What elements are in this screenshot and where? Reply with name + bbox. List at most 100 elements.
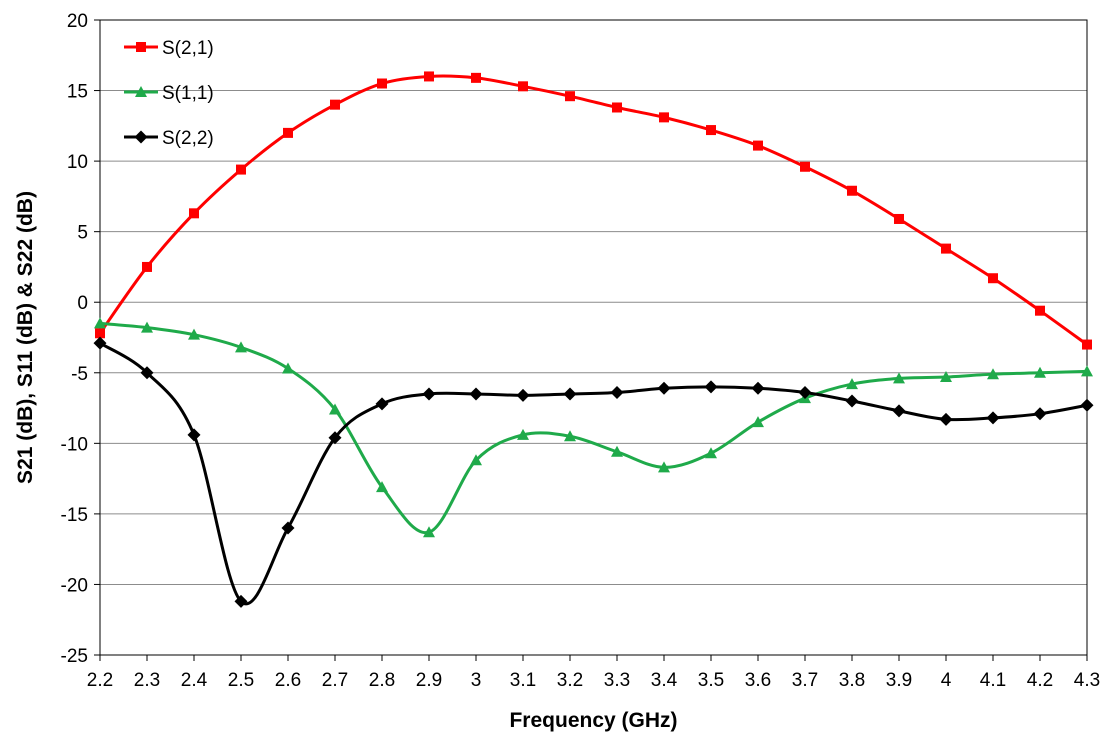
x-tick-label: 3.8 <box>839 670 865 691</box>
data-point-s-2-1 <box>800 161 810 172</box>
data-point-s-2-2 <box>798 386 812 400</box>
x-tick-label: 2.2 <box>87 670 113 691</box>
data-point-s-1-1 <box>517 428 529 440</box>
data-point-s-1-1 <box>1034 366 1046 378</box>
legend-label: S(2,2) <box>162 128 214 149</box>
data-point-s-2-2 <box>516 388 530 402</box>
y-tick-label: -20 <box>61 575 88 596</box>
data-point-s-2-1 <box>1082 339 1092 350</box>
data-point-s-2-2 <box>610 386 624 400</box>
data-point-s-2-1 <box>283 127 293 138</box>
x-tick-label: 2.3 <box>134 670 160 691</box>
data-point-s-1-1 <box>470 454 482 466</box>
data-point-s-1-1 <box>611 445 623 457</box>
data-point-s-2-2 <box>892 404 906 418</box>
data-point-s-1-1 <box>987 368 999 380</box>
series-s-2-2 <box>93 336 1094 608</box>
data-point-s-1-1 <box>658 461 670 473</box>
data-point-s-1-1 <box>1081 365 1093 377</box>
legend: S(2,1) S(1,1) S(2,2) <box>124 38 214 149</box>
data-point-s-2-1 <box>753 140 763 151</box>
data-point-s-2-1 <box>142 261 152 272</box>
x-tick-label: 3 <box>471 670 482 691</box>
data-point-s-2-1 <box>612 102 622 113</box>
data-point-s-1-1 <box>188 328 200 340</box>
data-point-s-2-1 <box>189 208 199 219</box>
legend-label: S(1,1) <box>162 83 214 104</box>
data-point-s-2-2 <box>845 394 859 408</box>
data-point-s-2-1 <box>424 71 434 82</box>
data-point-s-2-1 <box>471 72 481 83</box>
data-point-s-2-1 <box>706 125 716 136</box>
y-axis-title: S21 (dB), S11 (dB) & S22 (dB) <box>14 191 37 484</box>
data-point-s-2-2 <box>187 428 201 442</box>
data-point-s-2-2 <box>281 521 295 535</box>
x-tick-label: 2.5 <box>228 670 254 691</box>
y-tick-label: -5 <box>71 364 88 385</box>
series-layer <box>93 71 1094 608</box>
data-point-s-1-1 <box>846 378 858 390</box>
legend-item-s-2-1: S(2,1) <box>124 38 214 59</box>
data-point-s-2-2 <box>140 366 154 380</box>
y-tick-label: -25 <box>61 646 88 667</box>
legend-item-s-2-2: S(2,2) <box>124 128 214 149</box>
data-point-s-2-2 <box>563 387 577 401</box>
data-point-s-2-2 <box>234 594 248 608</box>
data-point-s-1-1 <box>564 430 576 442</box>
y-tick-label: 10 <box>67 152 88 173</box>
data-point-s-2-2 <box>939 412 953 426</box>
data-point-s-1-1 <box>282 362 294 374</box>
data-point-s-2-2 <box>986 411 1000 425</box>
data-point-s-2-1 <box>330 99 340 110</box>
data-point-s-1-1 <box>752 416 764 428</box>
data-point-s-2-2 <box>328 431 342 445</box>
data-point-s-2-1 <box>659 112 669 123</box>
y-tick-label: -15 <box>61 505 88 526</box>
series-line-s-1-1 <box>99 321 1088 535</box>
x-tick-label: 2.9 <box>416 670 442 691</box>
x-tick-label: 4.3 <box>1074 670 1100 691</box>
x-tick-label: 4.1 <box>980 670 1006 691</box>
data-point-s-1-1 <box>893 372 905 384</box>
x-tick-label: 2.7 <box>322 670 348 691</box>
x-tick-label: 3.6 <box>745 670 771 691</box>
x-tick-label: 2.8 <box>369 670 395 691</box>
legend-label: S(2,1) <box>162 38 214 59</box>
legend-item-s-1-1: S(1,1) <box>124 83 214 104</box>
data-point-s-2-1 <box>236 164 246 175</box>
series-line-s-2-1 <box>98 74 1088 346</box>
data-point-s-2-1 <box>1035 305 1045 316</box>
data-point-s-1-1 <box>423 526 435 538</box>
data-point-s-2-1 <box>95 328 105 339</box>
y-axis: 20 15 10 5 0 -5 -10 -15 -20 -25 <box>61 11 100 667</box>
x-tick-label: 2.4 <box>181 670 208 691</box>
plot-area <box>99 19 1088 656</box>
data-point-s-2-2 <box>422 387 436 401</box>
data-point-s-2-1 <box>847 185 857 196</box>
data-point-s-1-1 <box>940 371 952 383</box>
data-point-s-2-1 <box>894 213 904 224</box>
data-point-s-1-1 <box>94 317 106 329</box>
x-tick-label: 3.3 <box>604 670 630 691</box>
y-tick-label: 5 <box>77 223 88 244</box>
data-point-s-2-2 <box>469 387 483 401</box>
series-s-1-1 <box>94 317 1093 538</box>
x-tick-label: 3.5 <box>698 670 724 691</box>
x-tick-label: 4 <box>941 670 952 691</box>
x-tick-label: 3.9 <box>886 670 912 691</box>
x-axis-title: Frequency (GHz) <box>509 709 677 732</box>
y-tick-label: 20 <box>67 11 88 32</box>
data-point-s-2-2 <box>1033 407 1047 421</box>
data-point-s-2-1 <box>377 78 387 89</box>
x-tick-label: 3.1 <box>510 670 536 691</box>
data-point-s-2-1 <box>518 81 528 92</box>
data-point-s-1-1 <box>705 447 717 459</box>
data-point-s-1-1 <box>141 321 153 333</box>
series-s-2-1 <box>95 71 1092 350</box>
x-tick-label: 4.2 <box>1027 670 1053 691</box>
data-point-s-2-2 <box>375 397 389 411</box>
data-point-s-2-2 <box>704 380 718 394</box>
x-tick-label: 3.4 <box>651 670 678 691</box>
y-tick-label: 15 <box>67 82 88 103</box>
